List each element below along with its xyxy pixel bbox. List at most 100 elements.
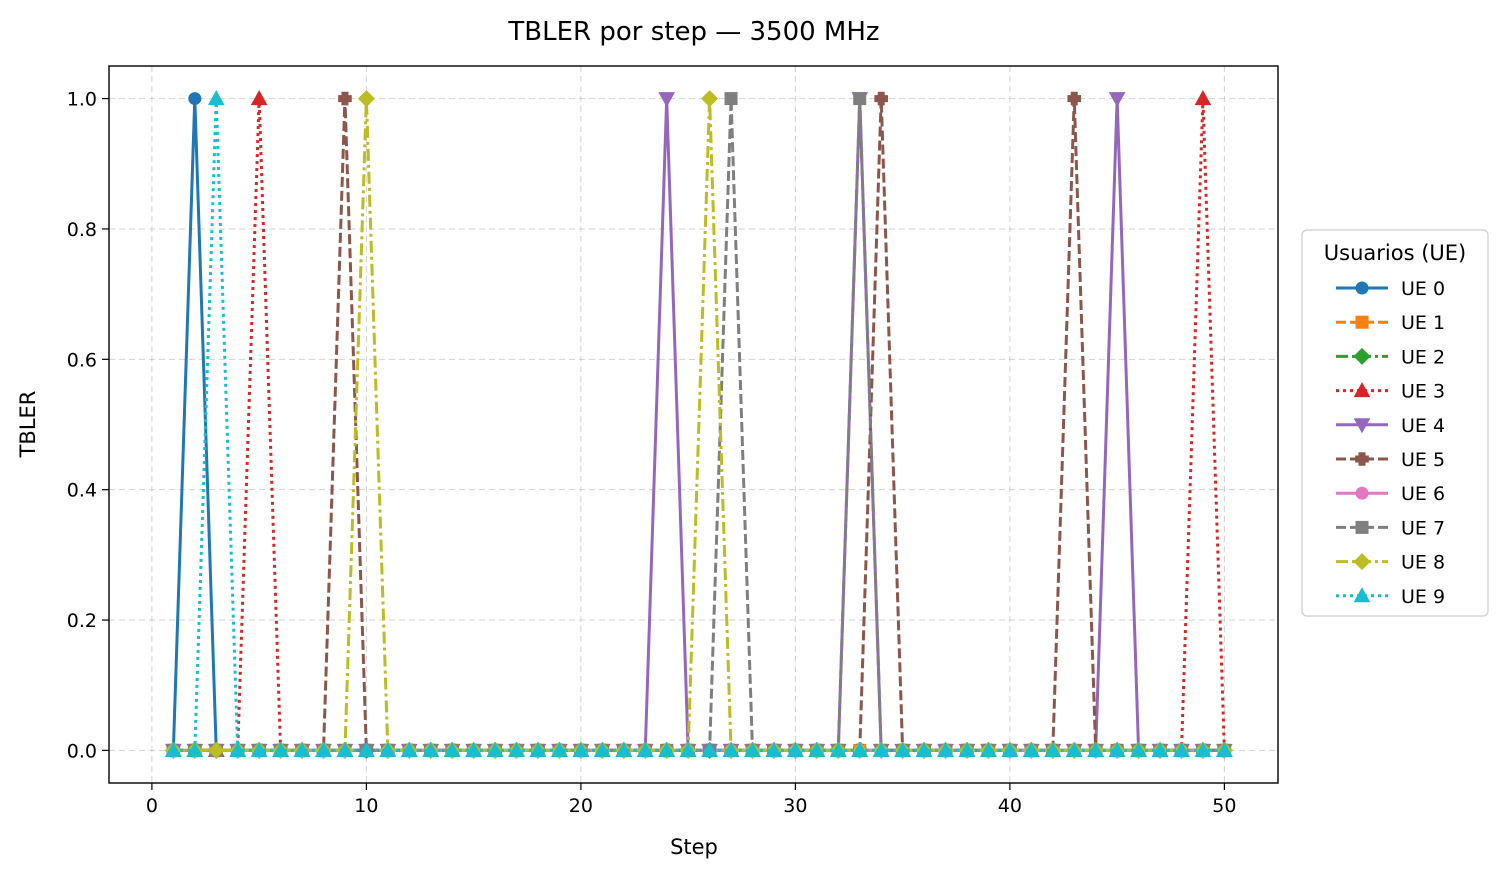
series-ue-9 bbox=[164, 90, 1233, 757]
data-point bbox=[357, 90, 375, 108]
data-point bbox=[1001, 741, 1019, 757]
data-point bbox=[1194, 90, 1212, 106]
data-point bbox=[229, 741, 247, 757]
data-point bbox=[658, 92, 676, 108]
legend-label: UE 1 bbox=[1401, 312, 1445, 334]
data-point bbox=[1044, 741, 1062, 757]
data-point bbox=[336, 741, 354, 757]
data-point bbox=[293, 741, 311, 757]
legend-item: UE 5 bbox=[1336, 449, 1445, 471]
legend-item: UE 2 bbox=[1336, 346, 1445, 368]
legend-item: UE 4 bbox=[1336, 415, 1445, 437]
data-point bbox=[572, 741, 590, 757]
data-point bbox=[851, 741, 869, 757]
legend-item: UE 9 bbox=[1336, 586, 1445, 608]
data-point bbox=[250, 741, 268, 757]
x-tick-label: 10 bbox=[354, 795, 378, 817]
data-point bbox=[443, 741, 461, 757]
x-axis-label: Step bbox=[670, 835, 718, 859]
legend-marker bbox=[1353, 553, 1371, 571]
legend-item: UE 8 bbox=[1336, 552, 1445, 574]
data-point bbox=[937, 741, 954, 757]
y-axis-label: TBLER bbox=[16, 391, 40, 459]
data-point bbox=[701, 741, 718, 757]
axis-ticks: 0 10 20 30 40 50 0.0 0.2 0.4 0.6 0.8 1.0 bbox=[67, 89, 1237, 817]
data-point bbox=[186, 741, 204, 757]
legend-label: UE 5 bbox=[1401, 449, 1445, 471]
data-point bbox=[486, 741, 504, 757]
grid-lines bbox=[109, 66, 1278, 783]
x-tick-label: 0 bbox=[146, 795, 158, 817]
x-tick-label: 20 bbox=[569, 795, 593, 817]
data-point bbox=[1194, 741, 1212, 757]
data-point bbox=[358, 741, 375, 757]
data-point bbox=[808, 741, 826, 757]
data-point bbox=[724, 92, 738, 106]
data-point bbox=[164, 741, 182, 757]
data-point bbox=[529, 741, 547, 757]
data-point bbox=[787, 741, 804, 757]
data-point bbox=[744, 741, 761, 757]
data-point bbox=[872, 741, 890, 757]
data-point bbox=[272, 741, 289, 757]
data-point bbox=[551, 741, 568, 757]
legend-label: UE 0 bbox=[1401, 278, 1445, 300]
x-tick-label: 40 bbox=[998, 795, 1022, 817]
y-tick-label: 1.0 bbox=[67, 89, 97, 111]
data-point bbox=[315, 741, 332, 757]
data-point bbox=[250, 90, 268, 106]
legend-label: UE 9 bbox=[1401, 586, 1445, 608]
y-tick-label: 0.8 bbox=[67, 219, 97, 241]
legend-marker bbox=[1355, 452, 1369, 466]
legend-marker bbox=[1353, 382, 1371, 398]
x-tick-label: 50 bbox=[1212, 795, 1236, 817]
series-layer bbox=[164, 90, 1233, 759]
plot-frame bbox=[108, 65, 1279, 784]
data-point bbox=[722, 741, 740, 757]
data-point bbox=[1065, 741, 1083, 757]
data-point bbox=[658, 741, 676, 757]
legend: Usuarios (UE) UE 0UE 1UE 2UE 3UE 4UE 5UE… bbox=[1301, 229, 1489, 617]
chart-title: TBLER por step — 3500 MHz bbox=[507, 17, 879, 47]
data-point bbox=[679, 741, 697, 757]
data-point bbox=[1151, 741, 1169, 757]
legend-marker bbox=[1355, 486, 1369, 500]
data-point bbox=[980, 741, 997, 757]
legend-items: UE 0 UE 1 UE 2 UE 3 UE 4 UE 5 UE 6 UE 7 UE 8 UE 9 bbox=[1336, 278, 1445, 608]
data-point bbox=[1087, 741, 1105, 757]
data-point bbox=[465, 741, 482, 757]
data-point bbox=[701, 90, 719, 108]
data-point bbox=[422, 741, 440, 757]
data-point bbox=[915, 741, 933, 757]
data-point bbox=[636, 741, 654, 757]
series-line bbox=[173, 97, 1225, 752]
data-point bbox=[188, 92, 202, 106]
x-tick-label: 30 bbox=[783, 795, 807, 817]
data-point bbox=[894, 741, 911, 757]
legend-item: UE 3 bbox=[1336, 381, 1445, 403]
data-point bbox=[958, 741, 976, 757]
data-point bbox=[1130, 741, 1147, 757]
data-point bbox=[1216, 741, 1233, 757]
data-point bbox=[400, 741, 418, 757]
legend-item: UE 7 bbox=[1336, 517, 1445, 539]
legend-marker bbox=[1355, 281, 1369, 295]
data-point bbox=[593, 741, 611, 757]
data-point bbox=[853, 92, 867, 106]
legend-box bbox=[1301, 229, 1489, 617]
y-tick-label: 0.6 bbox=[67, 349, 97, 371]
data-point bbox=[1108, 92, 1126, 108]
legend-item: UE 6 bbox=[1336, 483, 1445, 505]
legend-label: UE 8 bbox=[1401, 552, 1445, 574]
data-point bbox=[1067, 91, 1082, 106]
legend-label: UE 6 bbox=[1401, 483, 1445, 505]
data-point bbox=[379, 741, 397, 757]
y-tick-label: 0.4 bbox=[67, 480, 97, 502]
legend-label: UE 3 bbox=[1401, 381, 1445, 403]
legend-marker bbox=[1355, 520, 1369, 534]
data-point bbox=[874, 91, 888, 106]
legend-item: UE 0 bbox=[1336, 278, 1445, 300]
data-point bbox=[1173, 741, 1190, 757]
legend-marker bbox=[1353, 347, 1371, 365]
